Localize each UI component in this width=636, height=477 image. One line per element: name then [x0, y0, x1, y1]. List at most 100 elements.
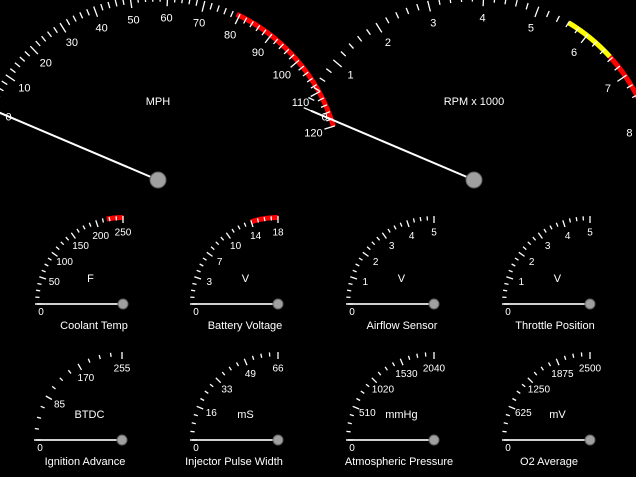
coolant-tick-label: 250 [115, 227, 132, 238]
o2-tick-label: 0 [505, 443, 511, 454]
gauge-title-ignition: Ignition Advance [44, 456, 126, 468]
mph-minor-tick [53, 26, 58, 34]
coolant-major-tick [51, 251, 58, 257]
injector-minor-tick [204, 390, 209, 394]
mph-tick-label: 10 [18, 82, 30, 94]
o2-minor-tick [505, 413, 510, 417]
mph-minor-tick [249, 21, 254, 28]
rpm-minor-tick [357, 35, 363, 42]
rpm-major-tick [617, 74, 627, 82]
throttle-hub [584, 298, 596, 310]
mph-minor-tick [24, 51, 31, 57]
airflow-major-tick [406, 220, 410, 228]
rpm-minor-tick [525, 2, 529, 10]
ignition-minor-tick [59, 377, 64, 382]
mph-tick-label: 120 [304, 127, 322, 139]
coolant-minor-tick [35, 289, 41, 292]
o2-minor-tick [547, 362, 552, 367]
mph-minor-tick [107, 1, 111, 9]
mph-tick-label: 60 [160, 13, 172, 25]
mph-minor-tick [288, 54, 295, 60]
pressure-minor-tick [356, 397, 361, 402]
ignition-tick-label: 0 [37, 443, 43, 454]
coolant-unit-label: F [87, 273, 94, 285]
mph-major-tick [201, 0, 206, 12]
o2-major-tick [555, 358, 560, 366]
mph-major-tick [290, 59, 300, 68]
throttle-major-tick [537, 232, 543, 239]
mph-minor-tick [230, 10, 234, 18]
battery-tick-label: 0 [193, 307, 199, 318]
rpm-minor-tick [626, 84, 633, 89]
ignition-minor-tick [67, 369, 72, 374]
mph-tick-label: 30 [66, 37, 78, 49]
rpm-needle [310, 109, 475, 181]
airflow-minor-tick [346, 289, 352, 292]
rpm-minor-tick [313, 86, 320, 92]
rpm-red-zone [608, 55, 636, 100]
mph-minor-tick [14, 62, 21, 68]
mph-minor-tick [283, 48, 290, 55]
mph-major-tick [324, 125, 336, 130]
rpm-minor-tick [308, 96, 315, 101]
o2-minor-tick [572, 353, 575, 358]
rpm-tick-label: 6 [571, 47, 577, 59]
injector-major-tick [215, 377, 222, 384]
rpm-major-tick [482, 0, 485, 7]
throttle-major-tick [518, 251, 525, 257]
coolant-major-tick [70, 232, 76, 239]
airflow-major-tick [350, 276, 358, 280]
mph-minor-tick [209, 2, 213, 10]
mph-minor-tick [261, 29, 267, 36]
mph-major-tick [310, 90, 321, 98]
rpm-tick-label: 2 [385, 37, 391, 49]
mph-minor-tick [100, 3, 104, 11]
battery-minor-tick [199, 263, 204, 267]
rpm-major-tick [332, 59, 343, 68]
pressure-tick-label: 0 [349, 443, 355, 454]
pressure-minor-tick [384, 366, 388, 371]
injector-tick-label: 49 [245, 369, 257, 380]
gauge-title-airflow: Airflow Sensor [366, 320, 438, 332]
mph-minor-tick [41, 35, 47, 42]
battery-minor-tick [256, 218, 260, 223]
coolant-minor-tick [41, 269, 46, 273]
mph-minor-tick [243, 17, 248, 24]
pressure-minor-tick [377, 371, 382, 376]
o2-minor-tick [563, 355, 567, 360]
rpm-minor-tick [438, 0, 441, 6]
airflow-minor-tick [348, 282, 353, 286]
ignition-tick-label: 255 [114, 363, 131, 374]
coolant-minor-tick [60, 241, 65, 246]
mph-minor-tick [255, 25, 261, 32]
battery-tick-label: 3 [207, 277, 213, 288]
gauge-title-o2: O2 Average [520, 456, 578, 468]
mph-major-tick [59, 22, 67, 33]
mph-minor-tick [195, 0, 199, 6]
mph-tick-label: 40 [95, 23, 107, 35]
gauge-title-injector: Injector Pulse Width [185, 456, 283, 468]
airflow-tick-label: 2 [373, 257, 379, 268]
airflow-tick-label: 1 [363, 277, 369, 288]
coolant-minor-tick [88, 222, 92, 227]
throttle-minor-tick [549, 225, 553, 230]
throttle-tick-label: 2 [529, 257, 535, 268]
throttle-tick-label: 4 [565, 231, 571, 242]
pressure-major-tick [371, 377, 378, 384]
rpm-tick-label: 7 [605, 83, 611, 95]
airflow-unit-label: V [398, 273, 406, 285]
airflow-major-tick [362, 251, 369, 257]
coolant-minor-tick [55, 246, 60, 251]
battery-minor-tick [237, 225, 241, 230]
o2-minor-tick [516, 390, 521, 394]
coolant-minor-tick [76, 228, 80, 233]
o2-hub [584, 434, 596, 446]
rpm-minor-tick [325, 68, 332, 74]
mph-minor-tick [35, 40, 41, 47]
mph-minor-tick [1, 80, 8, 86]
injector-hub [272, 434, 284, 446]
rpm-unit-label: RPM x 1000 [444, 96, 505, 108]
injector-tick-label: 16 [206, 408, 218, 419]
airflow-major-tick [381, 232, 387, 239]
